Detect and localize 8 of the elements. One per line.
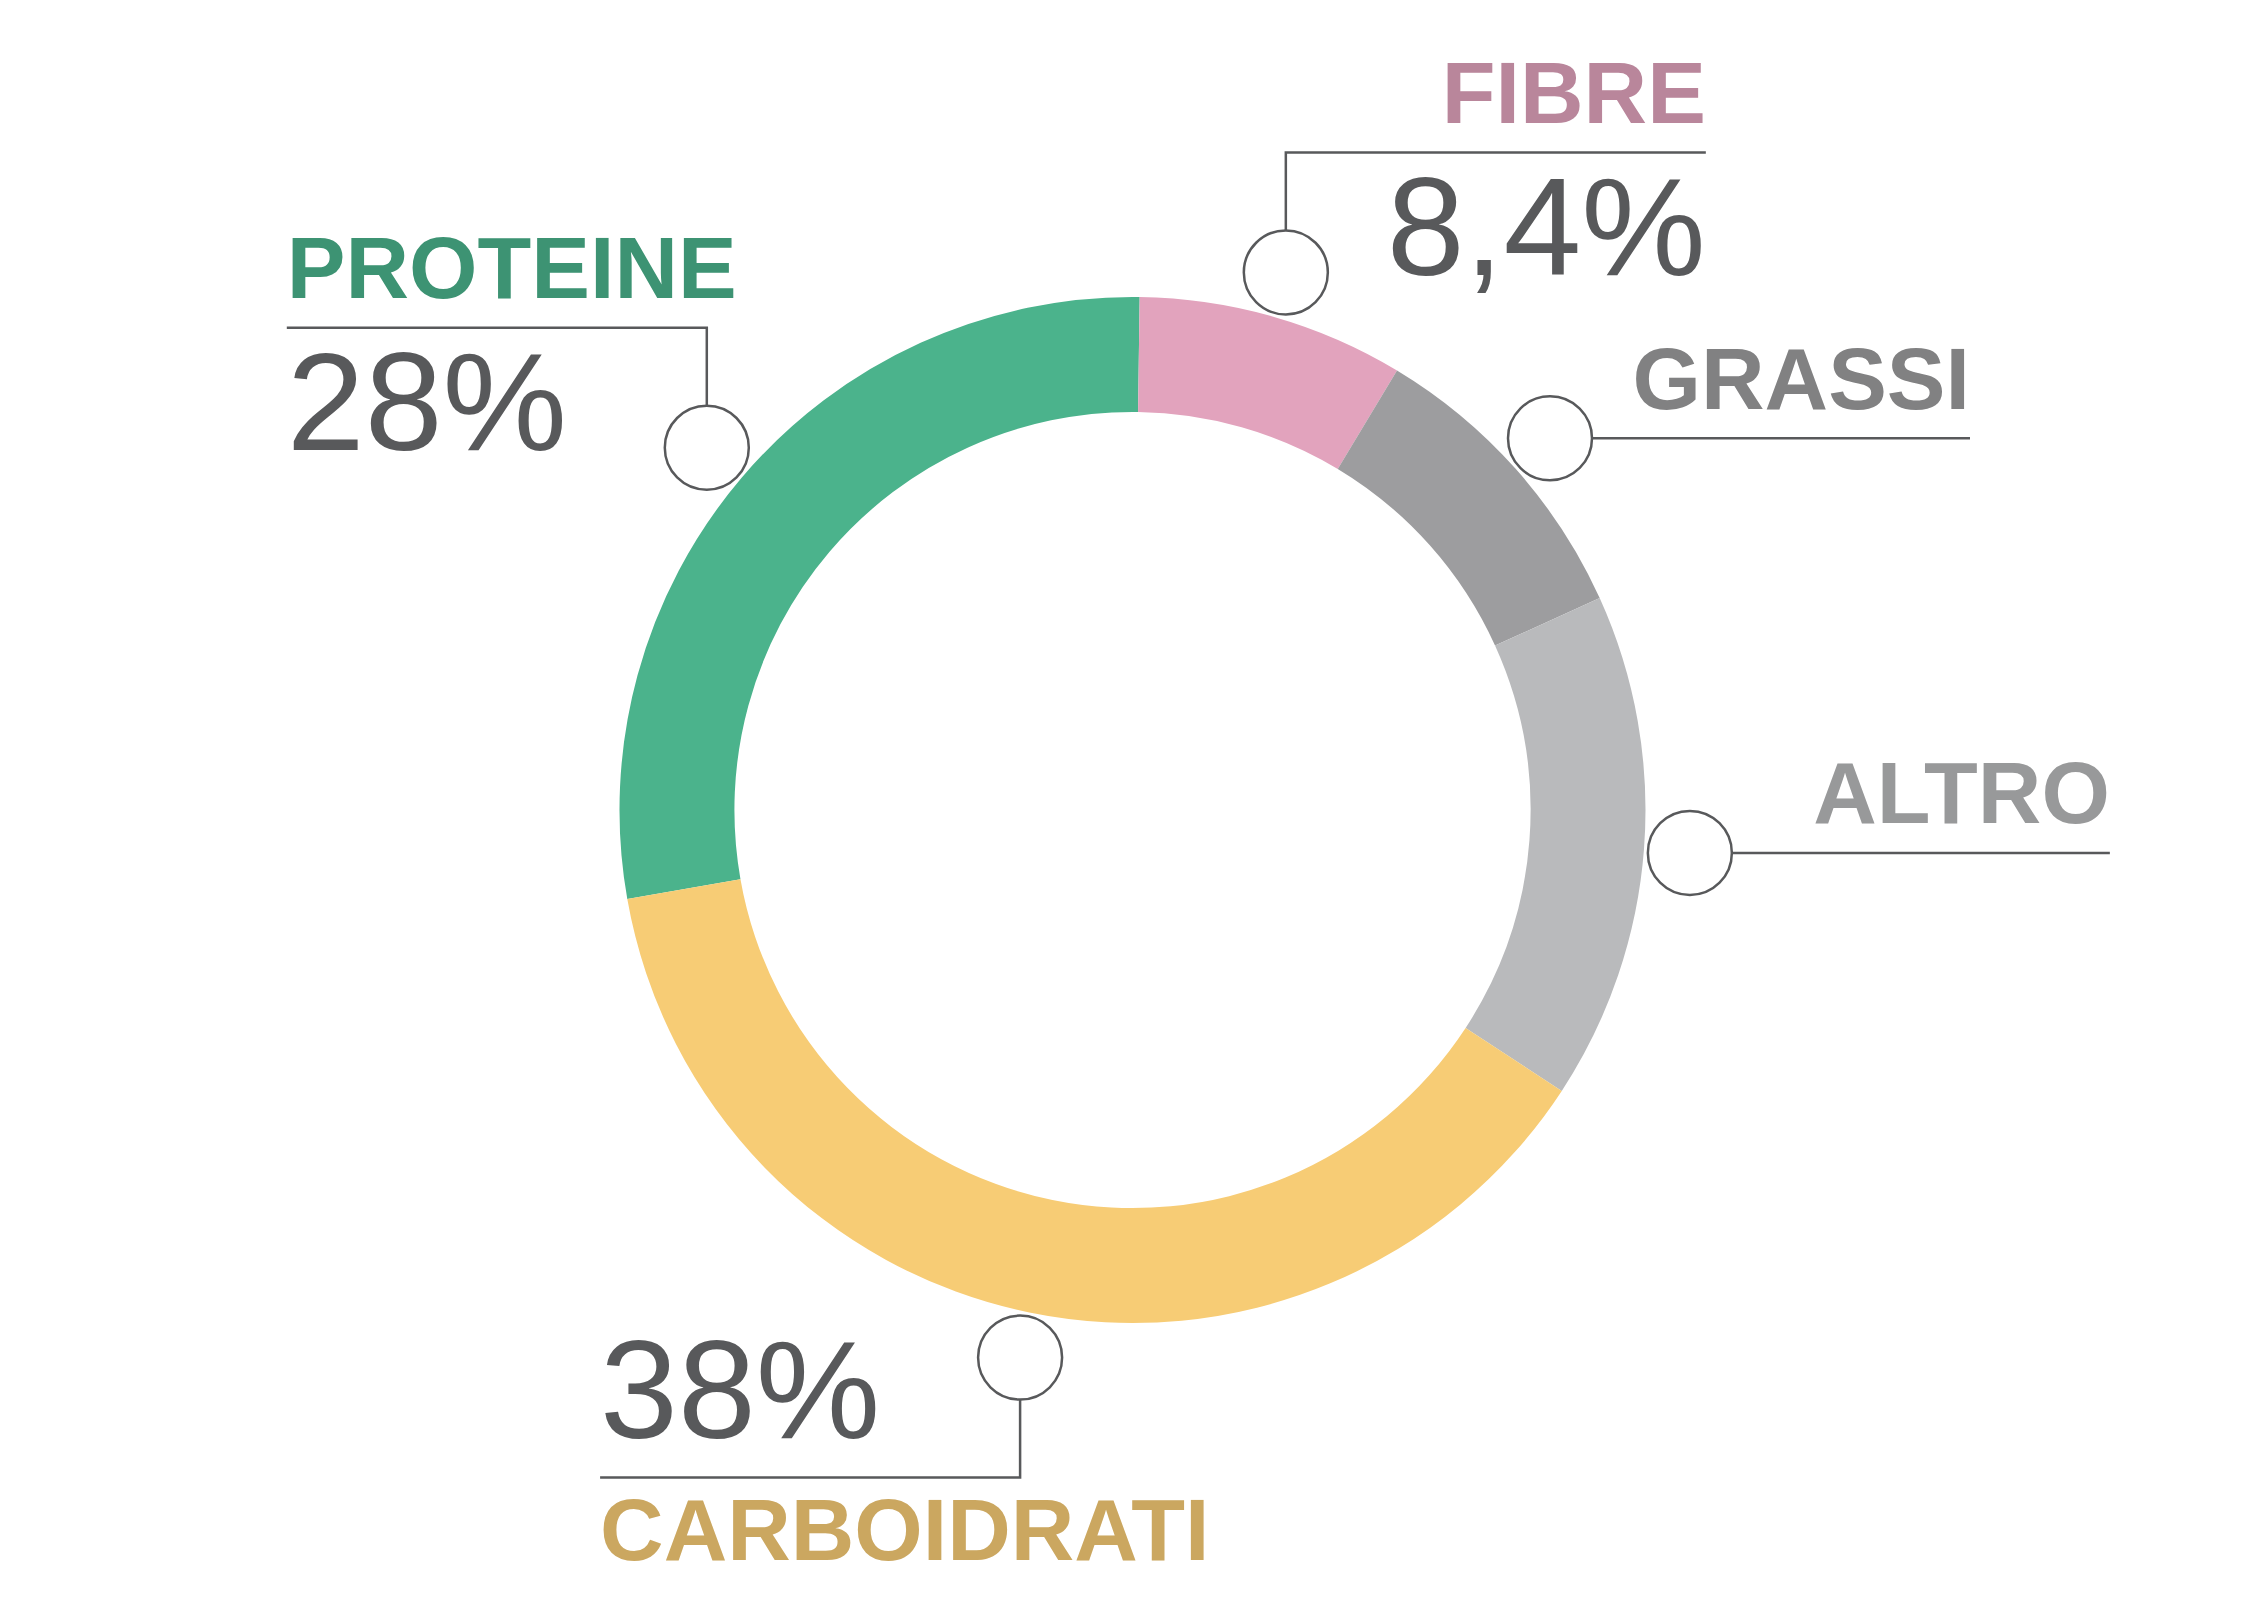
slice-label: PROTEINE (286, 217, 737, 317)
data-label: 38% (600, 1311, 881, 1469)
slice-label: CARBOIDRATI (600, 1479, 1210, 1579)
slice-label: GRASSI (1632, 328, 1970, 428)
data-label: 8,4% (1386, 148, 1706, 306)
data-label: 28% (286, 323, 568, 481)
slice-label: FIBRE (1441, 42, 1706, 142)
slice-label: ALTRO (1813, 743, 2110, 843)
